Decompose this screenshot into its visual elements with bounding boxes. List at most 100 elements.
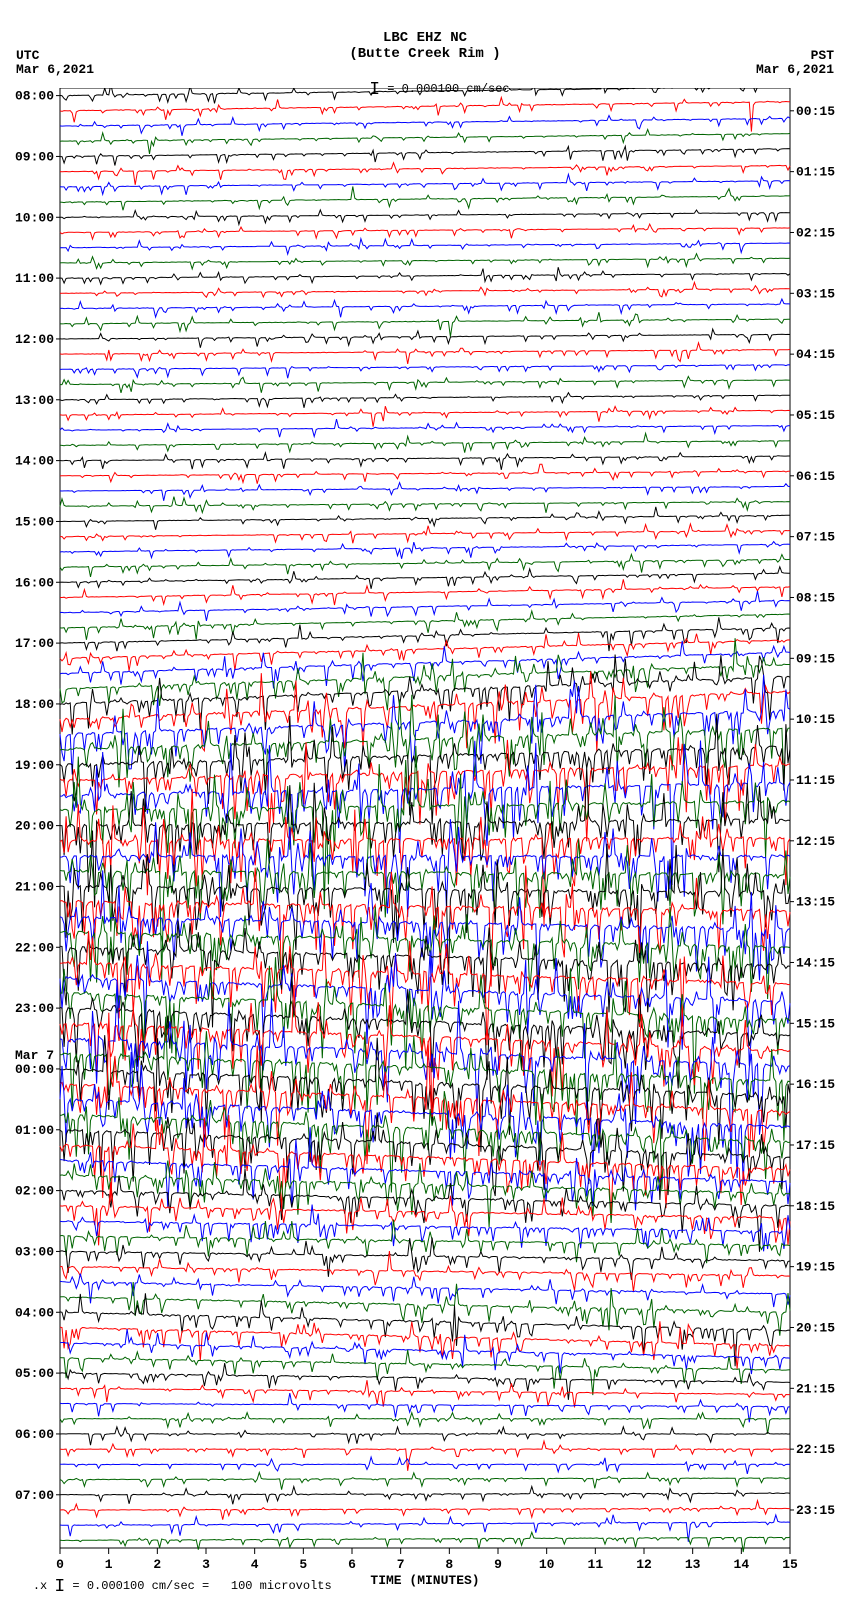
- trace-line: [60, 88, 790, 103]
- trace-line: [60, 453, 790, 470]
- trace-line: [60, 239, 790, 254]
- left-tick-label: 09:00: [15, 149, 54, 164]
- left-tick-label: 12:00: [15, 332, 54, 347]
- trace-line: [60, 224, 790, 239]
- trace-line: [60, 567, 790, 589]
- trace-line: [60, 671, 790, 752]
- left-tick-label: 20:00: [15, 819, 54, 834]
- trace-line: [60, 186, 790, 210]
- x-tick-label: 14: [734, 1557, 750, 1572]
- trace-line: [60, 376, 790, 393]
- trace-line: [60, 343, 790, 364]
- trace-line: [60, 116, 790, 136]
- right-tick-label: 04:15: [796, 347, 835, 362]
- left-tick-label: 16:00: [15, 575, 54, 590]
- left-tick-extra: Mar 7: [15, 1048, 54, 1063]
- trace-line: [60, 282, 790, 297]
- left-tick-label: 22:00: [15, 940, 54, 955]
- right-tick-label: 14:15: [796, 955, 835, 970]
- footer-line: .x I = 0.000100 cm/sec = 100 microvolts: [4, 1563, 332, 1611]
- trace-line: [60, 1457, 790, 1474]
- left-tick-label: 05:00: [15, 1366, 54, 1381]
- trace-line: [60, 1487, 790, 1505]
- left-tick-label: 15:00: [15, 514, 54, 529]
- trace-line: [60, 1427, 790, 1445]
- trace-line: [60, 483, 790, 501]
- left-tick-label: 23:00: [15, 1001, 54, 1016]
- left-tick-label: 03:00: [15, 1244, 54, 1259]
- right-tick-label: 16:15: [796, 1077, 835, 1092]
- x-tick-label: 13: [685, 1557, 701, 1572]
- right-tick-label: 17:15: [796, 1138, 835, 1153]
- left-tick-label: 01:00: [15, 1123, 54, 1138]
- trace-line: [60, 146, 790, 165]
- trace-line: [60, 419, 790, 437]
- trace-line: [60, 1501, 790, 1520]
- helicorder-figure: UTC Mar 6,2021 PST Mar 6,2021 LBC EHZ NC…: [0, 0, 850, 1613]
- left-tick-label: 00:00: [15, 1062, 54, 1077]
- trace-line: [60, 1413, 790, 1434]
- x-axis-label: TIME (MINUTES): [370, 1573, 479, 1588]
- x-tick-label: 6: [348, 1557, 356, 1572]
- left-tick-label: 11:00: [15, 271, 54, 286]
- right-tick-label: 22:15: [796, 1442, 835, 1457]
- trace-line: [60, 299, 790, 317]
- x-tick-label: 11: [588, 1557, 604, 1572]
- left-tick-label: 18:00: [15, 697, 54, 712]
- trace-line: [60, 1441, 790, 1471]
- x-tick-label: 10: [539, 1557, 555, 1572]
- right-tick-label: 01:15: [796, 165, 835, 180]
- footer-bar-icon: I: [54, 1577, 65, 1597]
- location-line: (Butte Creek Rim ): [0, 46, 850, 62]
- left-tick-label: 17:00: [15, 636, 54, 651]
- right-tick-label: 05:15: [796, 408, 835, 423]
- trace-line: [60, 1393, 790, 1422]
- trace-line: [60, 329, 790, 348]
- trace-line: [60, 254, 790, 269]
- helicorder-plot: 08:0009:0010:0011:0012:0013:0014:0015:00…: [0, 88, 850, 1608]
- right-tick-label: 08:15: [796, 590, 835, 605]
- x-tick-label: 8: [445, 1557, 453, 1572]
- trace-line: [60, 393, 790, 408]
- right-tick-label: 12:15: [796, 834, 835, 849]
- trace-line: [60, 497, 790, 513]
- x-tick-label: 7: [397, 1557, 405, 1572]
- trace-line: [60, 1220, 790, 1264]
- trace-line: [60, 1532, 790, 1552]
- left-tick-label: 21:00: [15, 879, 54, 894]
- right-tick-label: 13:15: [796, 895, 835, 910]
- left-tick-label: 08:00: [15, 89, 54, 104]
- trace-line: [60, 579, 790, 605]
- right-tick-label: 20:15: [796, 1320, 835, 1335]
- right-tick-label: 06:15: [796, 469, 835, 484]
- station-line: LBC EHZ NC: [0, 30, 850, 46]
- right-tick-label: 21:15: [796, 1381, 835, 1396]
- left-tick-label: 04:00: [15, 1305, 54, 1320]
- trace-line: [60, 267, 790, 284]
- trace-line: [60, 507, 790, 530]
- trace-line: [60, 365, 790, 378]
- trace-line: [60, 1251, 790, 1292]
- right-tick-label: 02:15: [796, 225, 835, 240]
- right-tick-label: 19:15: [796, 1260, 835, 1275]
- left-tick-label: 13:00: [15, 393, 54, 408]
- right-tick-label: 07:15: [796, 530, 835, 545]
- trace-line: [60, 1274, 790, 1307]
- trace-line: [60, 819, 790, 917]
- left-tick-label: 07:00: [15, 1488, 54, 1503]
- left-tick-label: 02:00: [15, 1184, 54, 1199]
- trace-line: [60, 1380, 790, 1407]
- right-tick-label: 18:15: [796, 1199, 835, 1214]
- left-tick-label: 06:00: [15, 1427, 54, 1442]
- right-tick-label: 11:15: [796, 773, 835, 788]
- trace-line: [60, 554, 790, 577]
- x-tick-label: 9: [494, 1557, 502, 1572]
- right-tick-label: 15:15: [796, 1016, 835, 1031]
- trace-line: [60, 524, 790, 543]
- right-tick-label: 09:15: [796, 651, 835, 666]
- trace-line: [60, 641, 790, 689]
- trace-line: [60, 819, 790, 980]
- left-tick-label: 14:00: [15, 454, 54, 469]
- trace-line: [60, 312, 790, 337]
- trace-line: [60, 464, 790, 484]
